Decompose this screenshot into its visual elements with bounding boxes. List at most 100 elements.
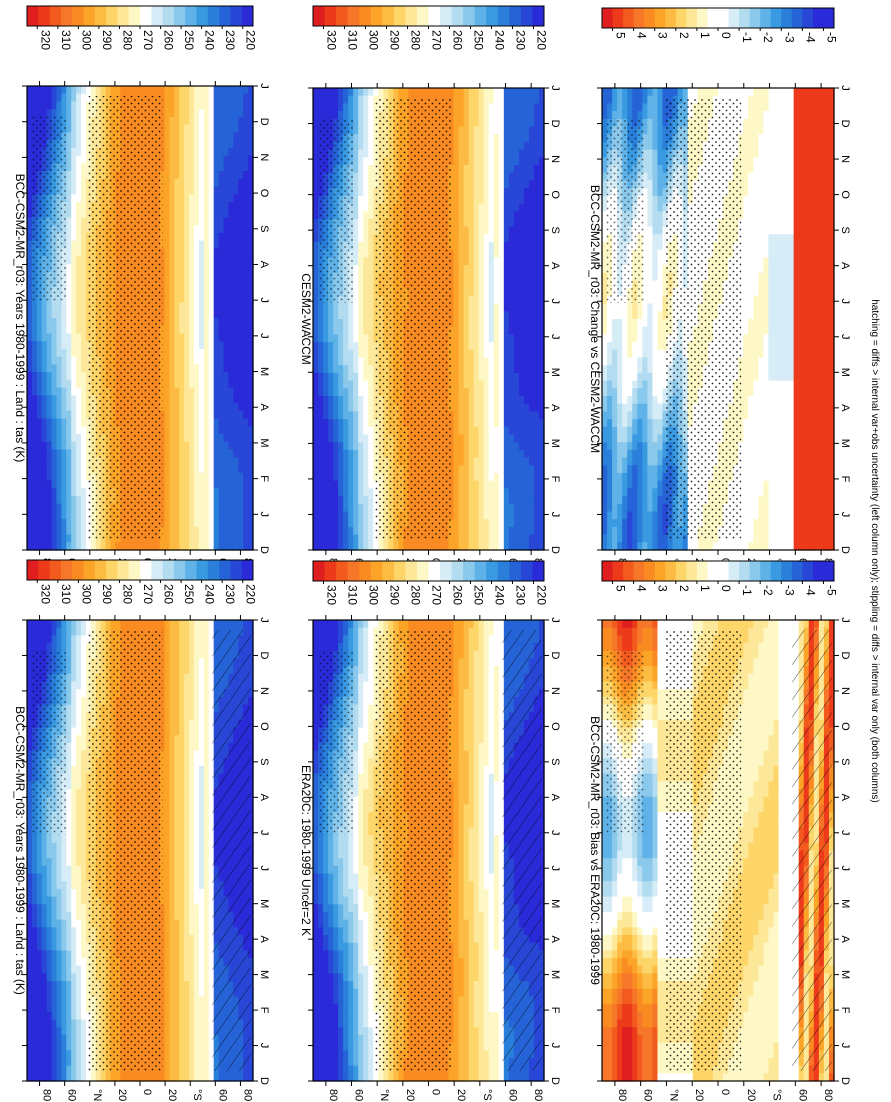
heatmap-cell (218, 217, 225, 226)
heatmap-cell (243, 511, 249, 520)
heatmap-cell (120, 542, 126, 551)
heatmap-cell (189, 511, 195, 520)
heatmap-cell (478, 542, 485, 551)
heatmap-cell (358, 542, 364, 551)
heatmap-cell (184, 464, 190, 474)
heatmap-cell (179, 294, 185, 304)
heatmap-cell (228, 194, 234, 203)
heatmap-cell (363, 226, 369, 235)
heatmap-cell (203, 248, 210, 257)
heatmap-cell (313, 534, 319, 543)
heatmap-cell (333, 411, 339, 420)
heatmap-cell (313, 149, 319, 158)
heatmap-cell (343, 496, 349, 505)
heatmap-cell (61, 379, 67, 389)
heatmap-cell (368, 103, 374, 112)
heatmap-cell (478, 249, 485, 258)
heatmap-cell (338, 396, 344, 405)
heatmap-cell (71, 225, 77, 234)
heatmap-cell (218, 379, 225, 389)
heatmap-cell (189, 209, 195, 219)
heatmap-cell (36, 395, 43, 404)
heatmap-cell (238, 171, 244, 180)
heatmap-cell (323, 319, 329, 328)
heatmap-cell (218, 364, 225, 373)
heatmap-cell (203, 178, 210, 188)
heatmap-cell (348, 465, 354, 474)
colorbar-tick-label: 240 (203, 30, 217, 50)
heatmap-cell (71, 387, 77, 396)
heatmap-cell (473, 249, 480, 258)
heatmap-cell (27, 202, 33, 211)
heatmap-cell (81, 140, 87, 149)
heatmap-cell (213, 395, 220, 404)
heatmap-cell (71, 464, 77, 474)
heatmap-cell (483, 188, 490, 197)
heatmap-cell (348, 372, 354, 382)
heatmap-cell (213, 418, 220, 427)
heatmap-cell (169, 341, 175, 350)
heatmap-cell (478, 172, 485, 181)
heatmap-cell (483, 334, 490, 343)
heatmap-cell (81, 387, 87, 396)
heatmap-cell (164, 217, 171, 226)
heatmap-cell (81, 178, 87, 188)
heatmap-cell (328, 434, 334, 443)
heatmap-cell (363, 257, 369, 266)
heatmap-cell (368, 265, 374, 274)
heatmap-cell (338, 88, 344, 97)
heatmap-cell (81, 294, 87, 304)
heatmap-cell (189, 480, 195, 489)
heatmap-cell (179, 542, 185, 551)
heatmap-cell (458, 534, 465, 543)
heatmap-cell (478, 419, 485, 428)
heatmap-cell (36, 511, 43, 520)
heatmap-cell (478, 334, 485, 343)
heatmap-cell (328, 380, 334, 389)
heatmap-cell (203, 147, 210, 157)
heatmap-cell (51, 325, 58, 335)
heatmap-cell (233, 534, 239, 543)
heatmap-cell (238, 132, 244, 141)
heatmap-cell (208, 294, 215, 304)
heatmap-cell (243, 542, 249, 551)
heatmap-cell (463, 95, 470, 104)
heatmap-cell (228, 232, 234, 242)
heatmap-cell (110, 542, 117, 551)
heatmap-cell (483, 242, 490, 251)
heatmap-cell (433, 542, 440, 551)
heatmap-cell (56, 488, 62, 497)
heatmap-cell (238, 202, 244, 211)
heatmap-cell (323, 434, 329, 443)
heatmap-cell (463, 280, 470, 289)
heatmap-cell (95, 542, 102, 551)
heatmap-cell (313, 118, 319, 128)
heatmap-cell (174, 116, 180, 126)
heatmap-cell (328, 403, 334, 412)
heatmap-cell (198, 356, 205, 365)
heatmap-cell (203, 109, 210, 118)
heatmap-cell (463, 211, 470, 220)
heatmap-cell (478, 103, 485, 112)
heatmap-cell (179, 495, 185, 505)
heatmap-cell (458, 103, 465, 112)
heatmap-cell (208, 372, 215, 381)
heatmap-cell (473, 111, 480, 120)
heatmap-cell (76, 155, 82, 164)
heatmap-cell (318, 488, 324, 497)
heatmap-cell (208, 395, 215, 404)
heatmap-cell (46, 495, 53, 505)
heatmap-cell (348, 449, 354, 459)
heatmap-cell (189, 155, 195, 164)
heatmap-cell (81, 418, 87, 427)
heatmap-cell (71, 186, 77, 195)
heatmap-cell (238, 279, 244, 288)
heatmap-cell (228, 302, 234, 311)
heatmap-cell (453, 234, 460, 243)
heatmap-cell (164, 186, 171, 195)
heatmap-cell (71, 341, 77, 350)
heatmap-cell (71, 240, 77, 249)
heatmap-cell (223, 140, 230, 149)
heatmap-cell (81, 171, 87, 180)
heatmap-cell (27, 302, 33, 311)
